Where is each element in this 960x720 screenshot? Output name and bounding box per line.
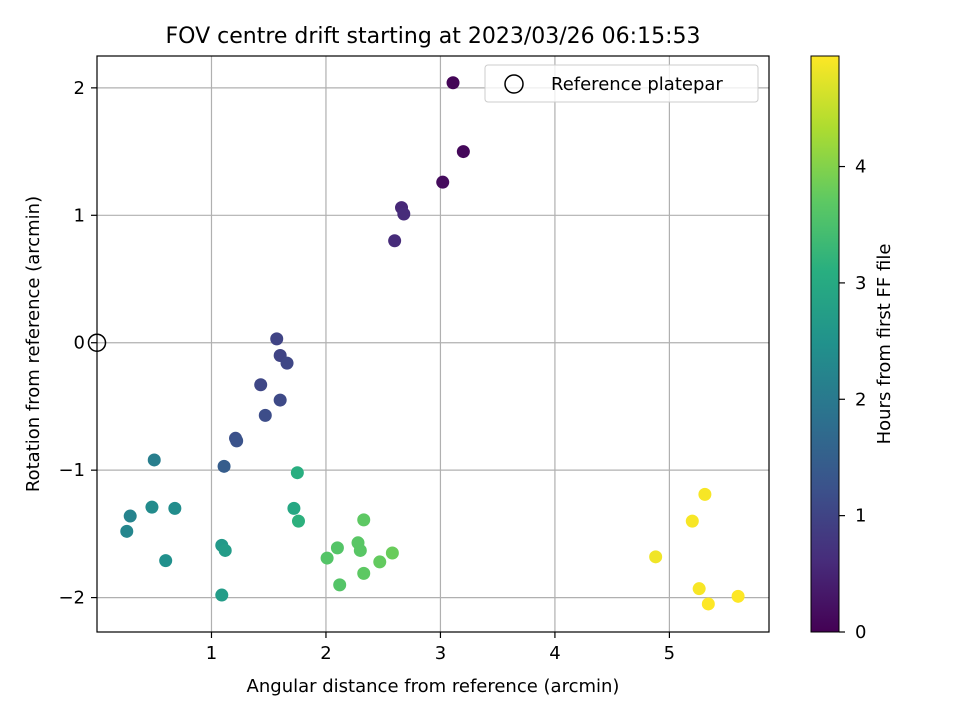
x-tick-label: 2	[320, 643, 331, 664]
scatter-point	[698, 487, 712, 501]
colorbar-ticks: 0 1 2 3 4	[839, 157, 866, 643]
scatter-point	[731, 589, 745, 603]
scatter-point	[147, 453, 161, 467]
plot-frame	[96, 55, 770, 633]
colorbar: 0 1 2 3 4 Hours from first FF file	[810, 55, 895, 643]
scatter-point	[353, 543, 367, 557]
scatter-point	[692, 582, 706, 596]
scatter-point	[291, 514, 305, 528]
colorbar-gradient	[810, 55, 840, 633]
colorbar-tick-label: 3	[855, 273, 866, 294]
chart-title: FOV centre drift starting at 2023/03/26 …	[166, 24, 701, 49]
data-points	[120, 76, 745, 611]
x-tick-label: 4	[549, 643, 560, 664]
y-tick-label: 1	[74, 205, 85, 226]
scatter-point	[215, 588, 229, 602]
scatter-point	[446, 76, 460, 90]
x-tick-label: 1	[206, 643, 217, 664]
scatter-point	[330, 541, 344, 555]
scatter-point	[159, 554, 173, 568]
scatter-point	[123, 509, 137, 523]
legend-label: Reference platepar	[551, 74, 723, 95]
colorbar-tick-label: 4	[855, 157, 866, 178]
legend: Reference platepar	[484, 64, 759, 103]
y-tick-label: −1	[58, 460, 85, 481]
scatter-point	[397, 207, 411, 221]
scatter-point	[120, 524, 134, 538]
scatter-point	[456, 145, 470, 159]
scatter-point	[270, 332, 284, 346]
scatter-point	[273, 393, 287, 407]
legend-reference-marker	[504, 74, 524, 94]
scatter-point	[287, 501, 301, 515]
scatter-point	[333, 578, 347, 592]
y-tick-label: −2	[58, 588, 85, 609]
scatter-point	[385, 546, 399, 560]
scatter-point	[217, 459, 231, 473]
colorbar-tick-label: 0	[855, 622, 866, 643]
scatter-point	[168, 501, 182, 515]
legend-box	[484, 64, 759, 103]
scatter-point	[436, 175, 450, 189]
scatter-point	[258, 408, 272, 422]
colorbar-label: Hours from first FF file	[874, 244, 895, 445]
y-axis-label: Rotation from reference (arcmin)	[23, 196, 44, 492]
scatter-point	[280, 356, 294, 370]
grid-lines	[97, 56, 769, 632]
y-tick-label: 2	[74, 78, 85, 99]
y-axis-ticks: −2 −1 0 1 2	[58, 78, 97, 609]
scatter-point	[373, 555, 387, 569]
scatter-point	[388, 234, 402, 248]
scatter-point	[357, 513, 371, 527]
scatter-point	[230, 434, 244, 448]
scatter-point	[254, 378, 268, 392]
scatter-point	[320, 551, 334, 565]
colorbar-tick-label: 2	[855, 389, 866, 410]
y-tick-label: 0	[74, 333, 85, 354]
scatter-point	[145, 500, 159, 514]
x-tick-label: 3	[435, 643, 446, 664]
x-tick-label: 5	[664, 643, 675, 664]
scatter-point	[685, 514, 699, 528]
x-axis-label: Angular distance from reference (arcmin)	[247, 676, 620, 697]
scatter-point	[701, 597, 715, 611]
scatter-point	[218, 543, 232, 557]
scatter-point	[290, 466, 304, 480]
scatter-point	[649, 550, 663, 564]
scatter-point	[357, 566, 371, 580]
colorbar-tick-label: 1	[855, 506, 866, 527]
x-axis-ticks: 1 2 3 4 5	[206, 632, 675, 664]
